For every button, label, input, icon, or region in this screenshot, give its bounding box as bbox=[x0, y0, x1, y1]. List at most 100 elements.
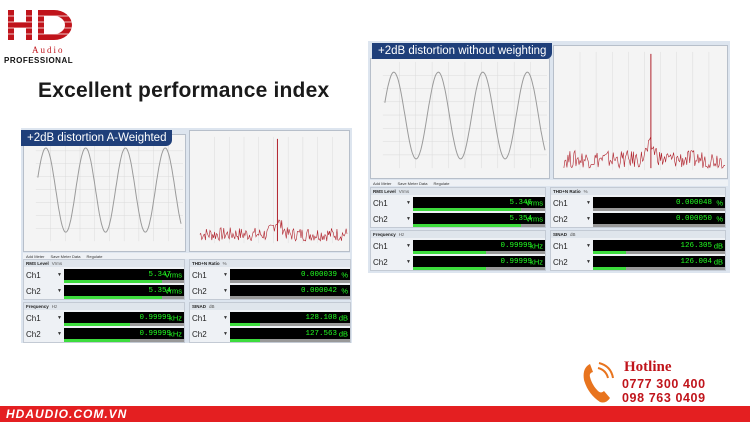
meter-value: 0.99999 bbox=[500, 241, 532, 250]
meter-unit: dB bbox=[338, 313, 348, 322]
meter-channel-row: Ch2 ▼ 0.99999 kHz bbox=[371, 255, 545, 271]
meter-title: THD+N Ratio% bbox=[190, 260, 350, 267]
meter-title-text: THD+N Ratio bbox=[192, 261, 220, 266]
meter-title-text: RMS Level bbox=[373, 189, 396, 194]
meter-channel-row: Ch2 ▼ 0.000050% bbox=[551, 212, 725, 228]
meter-toolbar: Add Meter Save Meter Data Regulate bbox=[370, 180, 728, 186]
meter-unit-select[interactable]: Hz bbox=[398, 232, 405, 237]
level-bar-fill bbox=[413, 267, 486, 270]
meter-value: 0.000048 bbox=[675, 198, 712, 207]
meter-readout: 5.346 Vrms bbox=[413, 197, 545, 208]
meter-value: 0.000042 bbox=[300, 286, 337, 295]
add-meter-button[interactable]: Add Meter bbox=[373, 180, 392, 186]
website-link[interactable]: HDAUDIO.COM.VN bbox=[6, 407, 128, 421]
chevron-down-icon[interactable]: ▼ bbox=[586, 259, 591, 265]
meter-value: 5.354 bbox=[509, 214, 532, 223]
chevron-down-icon[interactable]: ▼ bbox=[586, 200, 591, 206]
meter-title: THD+N Ratio% bbox=[551, 188, 725, 195]
meter-value: 127.563 bbox=[305, 329, 337, 338]
save-meter-data-button[interactable]: Save Meter Data bbox=[397, 180, 428, 186]
chevron-down-icon[interactable]: ▼ bbox=[406, 243, 411, 249]
brand-logo: Audio PROFESSIONAL bbox=[4, 8, 84, 66]
level-bar bbox=[593, 224, 725, 227]
channel-label: Ch2 bbox=[192, 287, 207, 296]
meter-channel-row: Ch1 ▼ 0.000039% bbox=[190, 268, 350, 284]
chevron-down-icon[interactable]: ▼ bbox=[223, 331, 228, 337]
meter-rms-level: RMS Level Vrms Ch1 ▼ 5.347 Vrms Ch2 ▼ 5.354 Vrms bbox=[23, 259, 185, 300]
channel-label: Ch1 bbox=[373, 242, 388, 251]
chevron-down-icon[interactable]: ▼ bbox=[586, 216, 591, 222]
regulate-button[interactable]: Regulate bbox=[86, 253, 103, 259]
meter-channel-row: Ch1 ▼ 5.347 Vrms bbox=[24, 268, 184, 284]
add-meter-button[interactable]: Add Meter bbox=[26, 253, 45, 259]
meter-title-text: SINAD bbox=[553, 232, 568, 237]
level-bar bbox=[413, 251, 545, 254]
meter-value: 0.000050 bbox=[675, 214, 712, 223]
meter-value: 128.108 bbox=[305, 313, 337, 322]
level-bar-fill bbox=[593, 251, 626, 254]
channel-label: Ch1 bbox=[26, 271, 41, 280]
meter-title: SINAD dB bbox=[551, 231, 725, 238]
chevron-down-icon[interactable]: ▼ bbox=[57, 315, 62, 321]
meter-readout: 0.99999 kHz bbox=[64, 312, 184, 323]
level-bar-fill bbox=[230, 323, 260, 326]
meter-unit: kHz bbox=[169, 313, 182, 322]
meter-unit-select[interactable]: dB bbox=[209, 304, 215, 309]
meter-readout: 0.000048% bbox=[593, 197, 725, 208]
meter-value: 5.347 bbox=[148, 270, 171, 279]
level-bar-fill bbox=[413, 224, 522, 227]
chevron-down-icon[interactable]: ▼ bbox=[406, 259, 411, 265]
meter-frequency: Frequency Hz Ch1 ▼ 0.99999 kHz Ch2 ▼ 0.99999 kHz bbox=[370, 230, 546, 271]
meter-readout: 126.004 dB bbox=[593, 256, 725, 267]
level-bar-fill bbox=[64, 339, 130, 342]
meter-toolbar: Add Meter Save Meter Data Regulate bbox=[23, 253, 350, 259]
hotline-number-1[interactable]: 0777 300 400 bbox=[622, 377, 706, 391]
chevron-down-icon[interactable]: ▼ bbox=[406, 200, 411, 206]
level-bar-fill bbox=[64, 296, 163, 299]
meter-unit-select[interactable]: Vrms bbox=[51, 261, 63, 266]
meter-unit: % bbox=[341, 270, 348, 279]
meter-unit-select[interactable]: dB bbox=[570, 232, 576, 237]
chevron-down-icon[interactable]: ▼ bbox=[223, 272, 228, 278]
chevron-down-icon[interactable]: ▼ bbox=[406, 216, 411, 222]
meter-title: RMS Level Vrms bbox=[24, 260, 184, 267]
meter-unit-select[interactable]: % bbox=[222, 261, 227, 266]
level-bar-fill bbox=[413, 208, 522, 211]
meter-channel-row: Ch2 ▼ 126.004 dB bbox=[551, 255, 725, 271]
meter-readout: 0.000039% bbox=[230, 269, 350, 280]
chevron-down-icon[interactable]: ▼ bbox=[223, 288, 228, 294]
meter-title: RMS Level Vrms bbox=[371, 188, 545, 195]
channel-label: Ch2 bbox=[553, 258, 568, 267]
chevron-down-icon[interactable]: ▼ bbox=[57, 272, 62, 278]
channel-label: Ch1 bbox=[553, 242, 568, 251]
level-bar bbox=[230, 323, 350, 326]
meter-channel-row: Ch1 ▼ 0.99999 kHz bbox=[24, 311, 184, 327]
level-bar bbox=[413, 267, 545, 270]
chevron-down-icon[interactable]: ▼ bbox=[586, 243, 591, 249]
meter-readout: 5.347 Vrms bbox=[64, 269, 184, 280]
meter-value: 0.99999 bbox=[139, 313, 171, 322]
logo-sub: Audio bbox=[32, 45, 65, 55]
chevron-down-icon[interactable]: ▼ bbox=[223, 315, 228, 321]
page-headline: Excellent performance index bbox=[38, 79, 330, 102]
meter-value: 126.004 bbox=[680, 257, 712, 266]
chevron-down-icon[interactable]: ▼ bbox=[57, 331, 62, 337]
regulate-button[interactable]: Regulate bbox=[433, 180, 450, 186]
hotline-number-2[interactable]: 098 763 0409 bbox=[622, 391, 706, 405]
meter-value: 5.346 bbox=[509, 198, 532, 207]
meter-channel-row: Ch2 ▼ 0.99999 kHz bbox=[24, 327, 184, 343]
save-meter-data-button[interactable]: Save Meter Data bbox=[50, 253, 81, 259]
meter-unit-select[interactable]: % bbox=[583, 189, 588, 194]
hotline-title: Hotline bbox=[624, 359, 672, 375]
meter-readout: 0.000050% bbox=[593, 213, 725, 224]
meter-unit-select[interactable]: Vrms bbox=[398, 189, 410, 194]
channel-label: Ch1 bbox=[373, 199, 388, 208]
meter-channel-row: Ch2 ▼ 0.000042% bbox=[190, 284, 350, 300]
channel-label: Ch1 bbox=[192, 271, 207, 280]
meter-unit-select[interactable]: Hz bbox=[51, 304, 58, 309]
level-bar bbox=[593, 251, 725, 254]
panel-badge: +2dB distortion A-Weighted bbox=[21, 130, 173, 146]
meter-title-text: THD+N Ratio bbox=[553, 189, 581, 194]
chevron-down-icon[interactable]: ▼ bbox=[57, 288, 62, 294]
meter-readout: 0.99999 kHz bbox=[413, 256, 545, 267]
